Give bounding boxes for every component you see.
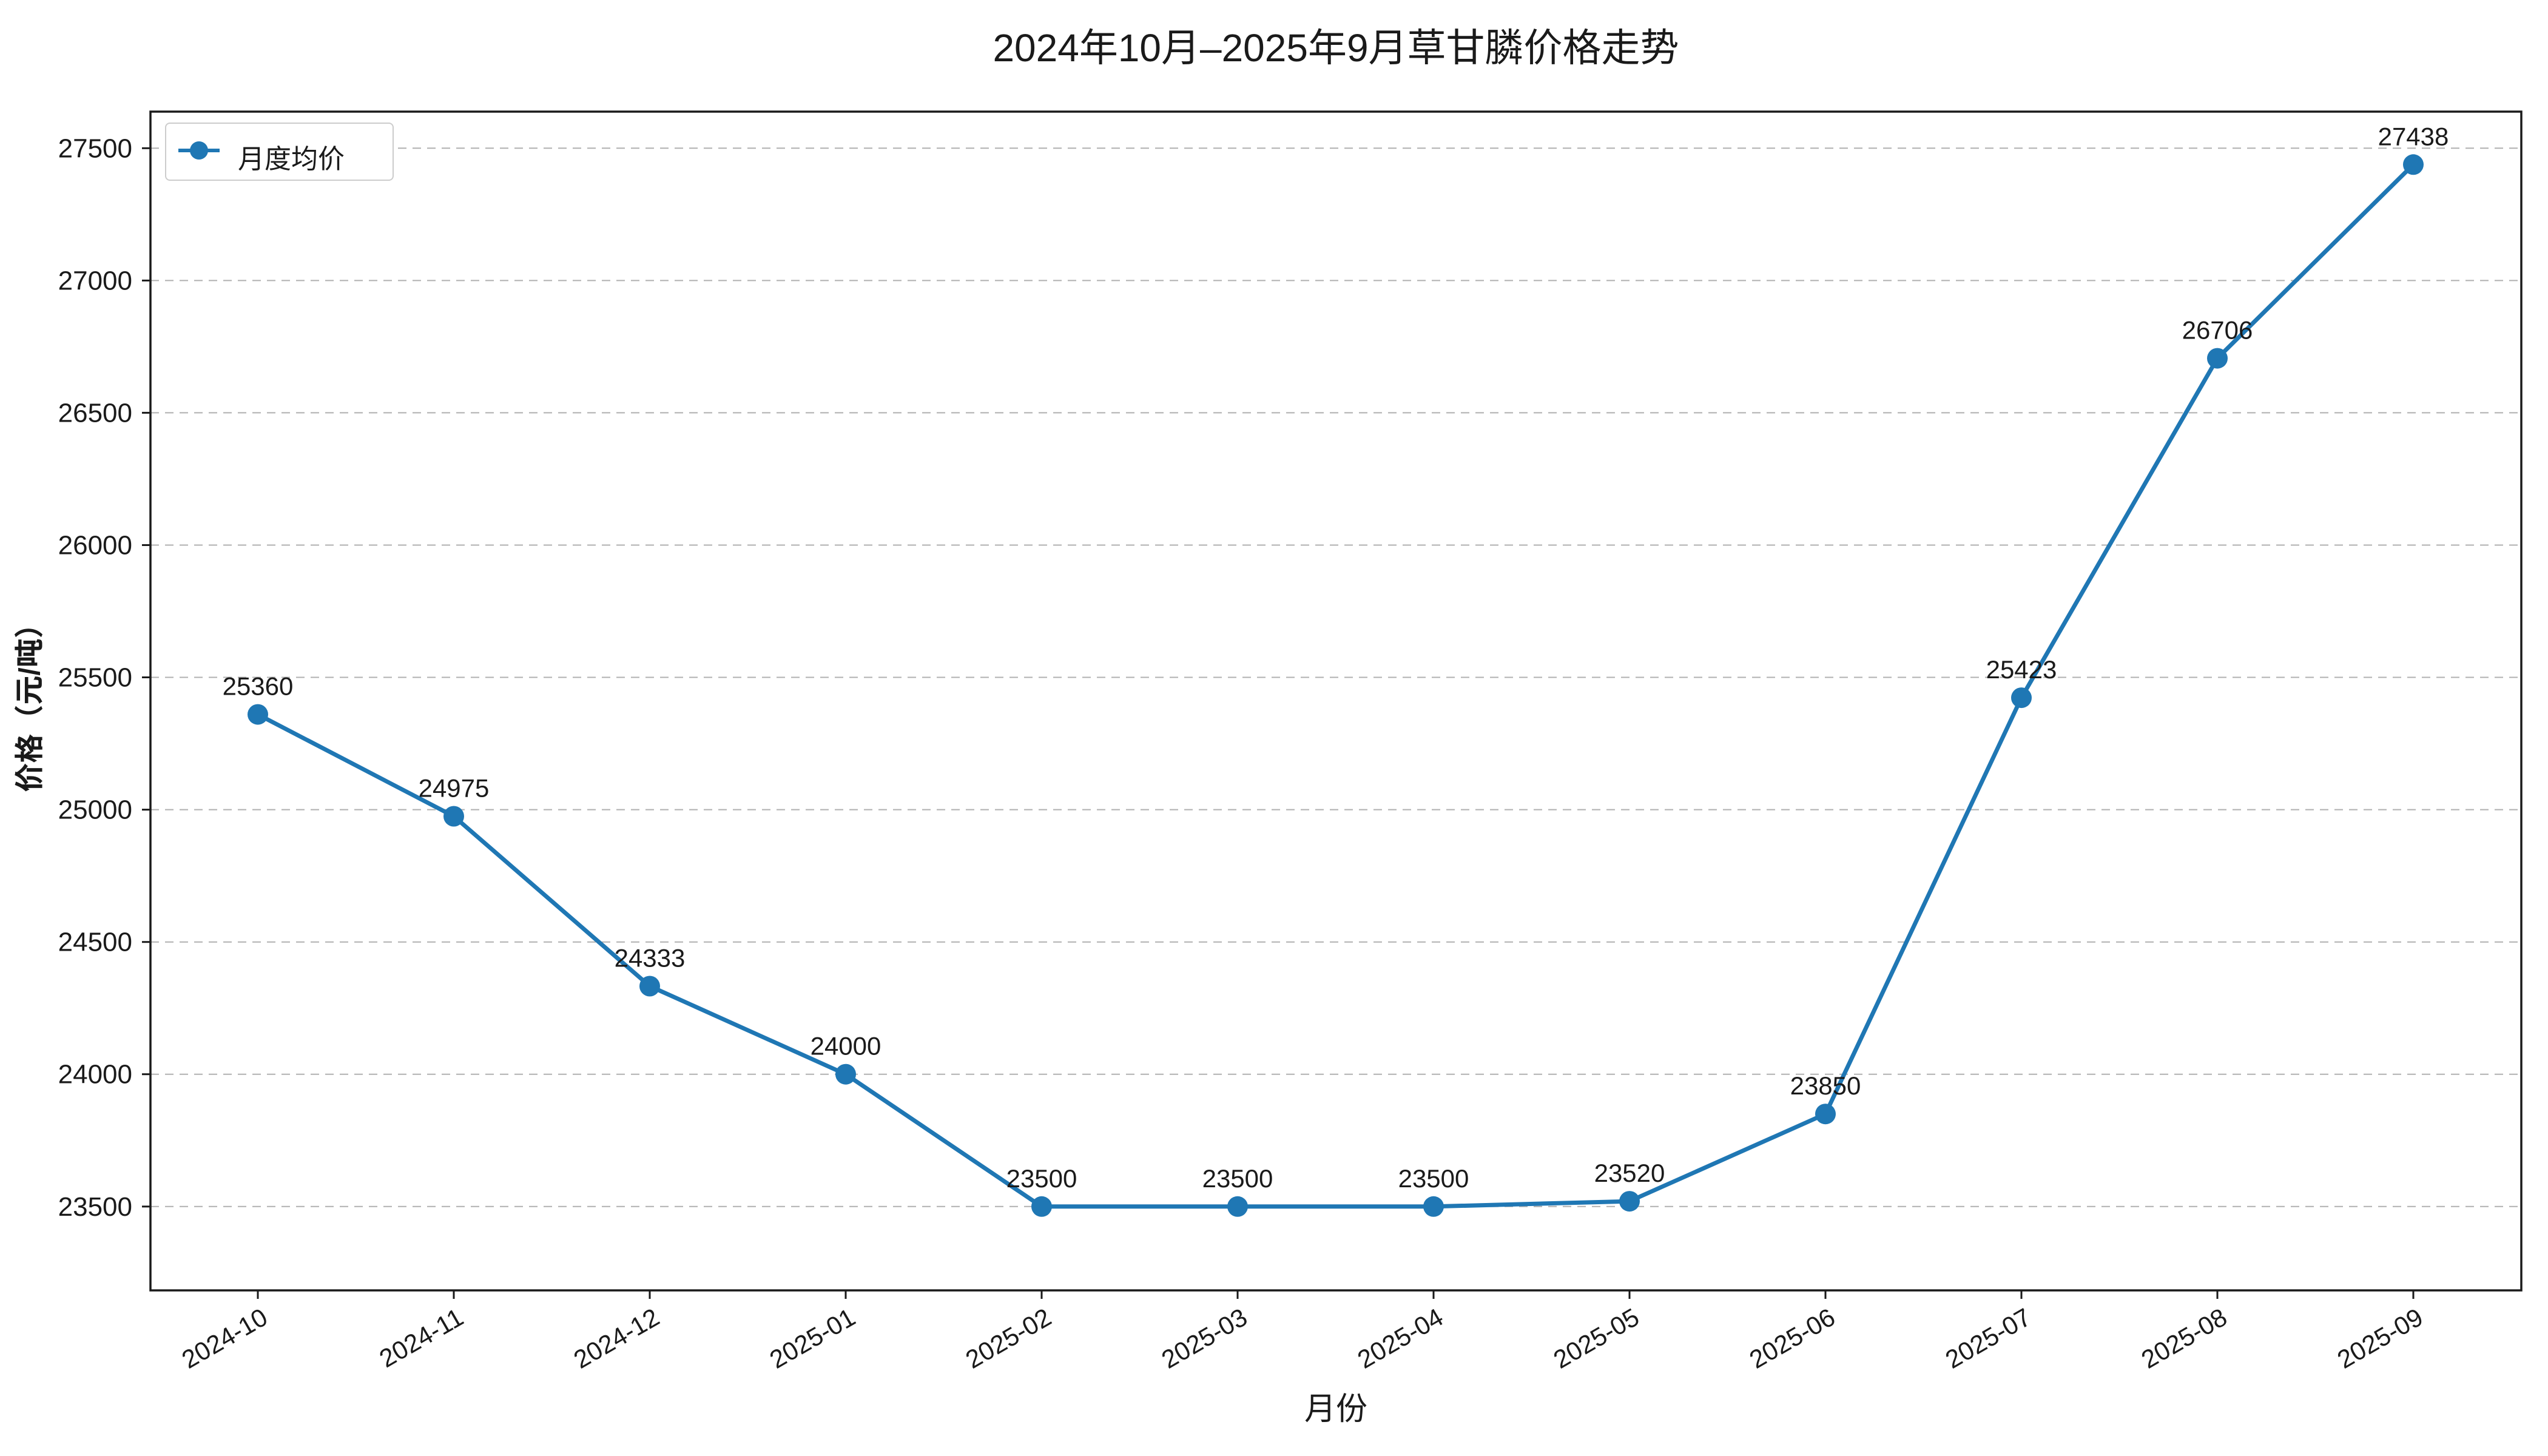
svg-text:24000: 24000 (58, 1060, 132, 1090)
svg-text:24500: 24500 (58, 928, 132, 957)
svg-text:26500: 26500 (58, 398, 132, 428)
svg-text:25500: 25500 (58, 663, 132, 693)
svg-text:25360: 25360 (223, 672, 294, 701)
svg-text:27000: 27000 (58, 266, 132, 295)
svg-text:23500: 23500 (1006, 1164, 1077, 1193)
svg-text:26706: 26706 (2182, 316, 2253, 345)
svg-text:27438: 27438 (2378, 122, 2449, 150)
svg-text:23850: 23850 (1790, 1071, 1861, 1100)
svg-text:23500: 23500 (1202, 1164, 1273, 1193)
svg-text:23500: 23500 (1398, 1164, 1469, 1193)
svg-text:24000: 24000 (811, 1032, 881, 1060)
svg-text:25000: 25000 (58, 795, 132, 825)
svg-text:26000: 26000 (58, 531, 132, 561)
svg-text:24975: 24975 (419, 774, 490, 803)
svg-text:27500: 27500 (58, 133, 132, 163)
svg-text:24333: 24333 (615, 944, 686, 972)
svg-text:25423: 25423 (1986, 655, 2057, 684)
svg-text:23520: 23520 (1594, 1159, 1665, 1187)
svg-text:23500: 23500 (58, 1192, 132, 1222)
